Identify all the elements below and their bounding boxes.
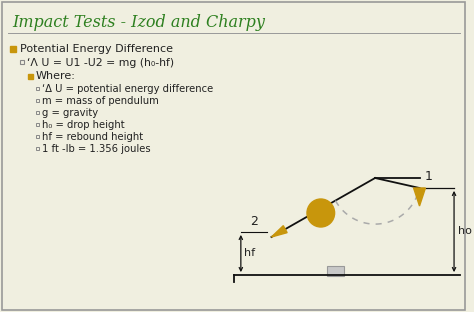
- FancyBboxPatch shape: [327, 266, 345, 276]
- Text: h₀ = drop height: h₀ = drop height: [43, 120, 125, 130]
- FancyBboxPatch shape: [2, 2, 465, 310]
- Text: 1 ft -lb = 1.356 joules: 1 ft -lb = 1.356 joules: [43, 144, 151, 154]
- Text: hf: hf: [244, 248, 255, 259]
- Polygon shape: [272, 226, 287, 237]
- Text: 1: 1: [424, 170, 432, 183]
- Bar: [36, 86, 39, 90]
- Bar: [36, 134, 39, 138]
- Text: Where:: Where:: [36, 71, 75, 81]
- Text: m = mass of pendulum: m = mass of pendulum: [43, 96, 159, 106]
- Text: ‘Λ U = U1 -U2 = mg (h₀-hf): ‘Λ U = U1 -U2 = mg (h₀-hf): [27, 58, 174, 68]
- Text: 2: 2: [250, 215, 257, 228]
- Bar: [10, 46, 16, 52]
- Bar: [36, 147, 39, 150]
- Text: hf = rebound height: hf = rebound height: [43, 132, 144, 142]
- Bar: [27, 74, 33, 79]
- Text: ‘Δ U = potential energy difference: ‘Δ U = potential energy difference: [43, 84, 214, 94]
- Text: Potential Energy Difference: Potential Energy Difference: [20, 44, 173, 54]
- Bar: [36, 99, 39, 102]
- Text: ho: ho: [458, 227, 472, 236]
- Text: Impact Tests - Izod and Charpy: Impact Tests - Izod and Charpy: [12, 14, 264, 31]
- Circle shape: [307, 199, 335, 227]
- Bar: [20, 60, 24, 64]
- Bar: [36, 123, 39, 126]
- Bar: [36, 110, 39, 114]
- Polygon shape: [414, 188, 426, 206]
- Text: g = gravity: g = gravity: [43, 108, 99, 118]
